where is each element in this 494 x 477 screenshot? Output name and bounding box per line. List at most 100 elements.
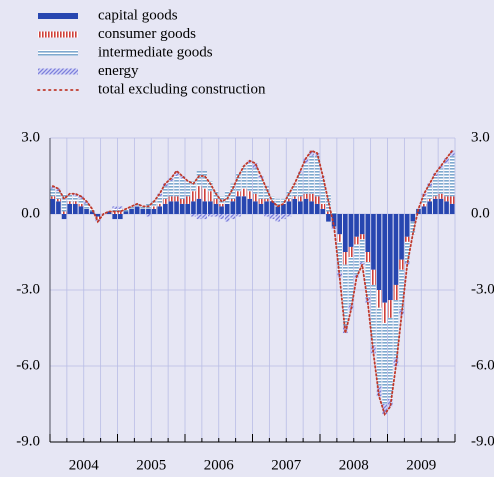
- bar-segment: [337, 241, 342, 273]
- bar-segment: [196, 214, 202, 220]
- bar-segment: [56, 191, 61, 199]
- bar-segment: [236, 214, 241, 217]
- bar-segment: [359, 262, 365, 265]
- bar-segment: [365, 252, 371, 263]
- bar-segment: [163, 203, 168, 214]
- legend-label: total excluding construction: [98, 81, 266, 97]
- y2-tick-label: 3.0: [471, 129, 490, 145]
- bar-segment: [151, 206, 157, 209]
- bar-segment: [230, 214, 236, 220]
- bar-segment: [433, 196, 438, 199]
- bar-segment: [78, 198, 84, 204]
- bar-segment: [320, 203, 326, 209]
- bar-segment: [303, 158, 309, 164]
- bar-segment: [140, 208, 146, 214]
- bar-segment: [247, 191, 252, 199]
- bar-segment: [61, 211, 67, 214]
- bar-segment: [174, 196, 179, 202]
- bar-segment: [427, 186, 432, 199]
- bar-segment: [303, 193, 309, 199]
- bar-segment: [388, 214, 393, 301]
- bar-segment: [382, 302, 387, 323]
- bar-segment: [269, 201, 275, 214]
- bar-segment: [269, 214, 275, 220]
- bar-segment: [185, 196, 191, 204]
- bar-segment: [337, 214, 342, 235]
- bar-segment: [196, 186, 202, 199]
- bar-segment: [354, 236, 359, 245]
- bar-segment: [213, 214, 219, 217]
- bar-segment: [371, 214, 376, 270]
- bar-segment: [118, 214, 123, 220]
- bar-segment: [343, 264, 348, 326]
- bar-segment: [236, 191, 241, 197]
- legend-swatch: [38, 13, 78, 19]
- bar-segment: [376, 290, 382, 308]
- bar-segment: [438, 165, 444, 169]
- bar-segment: [382, 404, 387, 415]
- bar-segment: [61, 193, 67, 212]
- bar-segment: [174, 201, 179, 214]
- bar-segment: [185, 203, 191, 214]
- bar-segment: [112, 208, 117, 212]
- bar-segment: [388, 300, 393, 318]
- bar-segment: [444, 158, 449, 164]
- bar-segment: [224, 214, 230, 222]
- bar-segment: [258, 198, 264, 204]
- bar-segment: [365, 262, 371, 298]
- bar-segment: [61, 214, 67, 220]
- bar-segment: [112, 206, 117, 209]
- x-tick-label: 2006: [204, 457, 235, 473]
- bar-segment: [168, 196, 174, 202]
- bar-segment: [281, 214, 286, 220]
- bar-segment: [208, 181, 213, 192]
- bar-segment: [134, 206, 140, 214]
- bar-segment: [247, 160, 252, 164]
- bar-segment: [73, 193, 78, 197]
- bar-segment: [118, 206, 123, 209]
- bar-segment: [354, 244, 359, 275]
- bar-segment: [309, 150, 314, 156]
- bar-segment: [309, 201, 314, 214]
- bar-segment: [382, 322, 387, 404]
- bar-segment: [444, 163, 449, 197]
- bar-segment: [399, 259, 404, 270]
- bar-segment: [146, 208, 151, 214]
- bar-segment: [264, 214, 269, 217]
- bar-segment: [157, 203, 162, 207]
- bar-segment: [50, 188, 56, 197]
- bar-segment: [253, 163, 258, 169]
- bar-segment: [78, 206, 84, 214]
- bar-segment: [449, 155, 455, 197]
- bar-segment: [365, 214, 371, 252]
- bar-segment: [404, 214, 410, 237]
- bar-segment: [196, 198, 202, 214]
- bar-segment: [236, 196, 241, 214]
- bar-segment: [123, 208, 129, 212]
- y2-tick-label: 0.0: [471, 205, 490, 221]
- bar-segment: [151, 208, 157, 214]
- bar-segment: [236, 173, 241, 192]
- bar-segment: [354, 214, 359, 237]
- bar-segment: [67, 201, 72, 204]
- bar-segment: [348, 246, 354, 258]
- bar-segment: [253, 193, 258, 202]
- bar-segment: [343, 214, 348, 252]
- x-tick-label: 2007: [271, 457, 302, 473]
- bar-segment: [84, 208, 89, 214]
- bar-segment: [393, 284, 399, 301]
- bar-segment: [118, 208, 123, 212]
- bar-segment: [359, 234, 365, 240]
- bar-segment: [191, 201, 196, 214]
- bar-segment: [376, 307, 382, 387]
- bar-segment: [129, 208, 134, 214]
- bar-segment: [326, 211, 331, 214]
- bar-segment: [433, 198, 438, 214]
- bar-segment: [393, 300, 399, 359]
- bar-segment: [50, 198, 56, 214]
- bar-segment: [157, 196, 162, 204]
- bar-segment: [247, 163, 252, 192]
- bar-segment: [168, 181, 174, 197]
- bar-segment: [427, 198, 432, 202]
- bar-segment: [208, 201, 213, 214]
